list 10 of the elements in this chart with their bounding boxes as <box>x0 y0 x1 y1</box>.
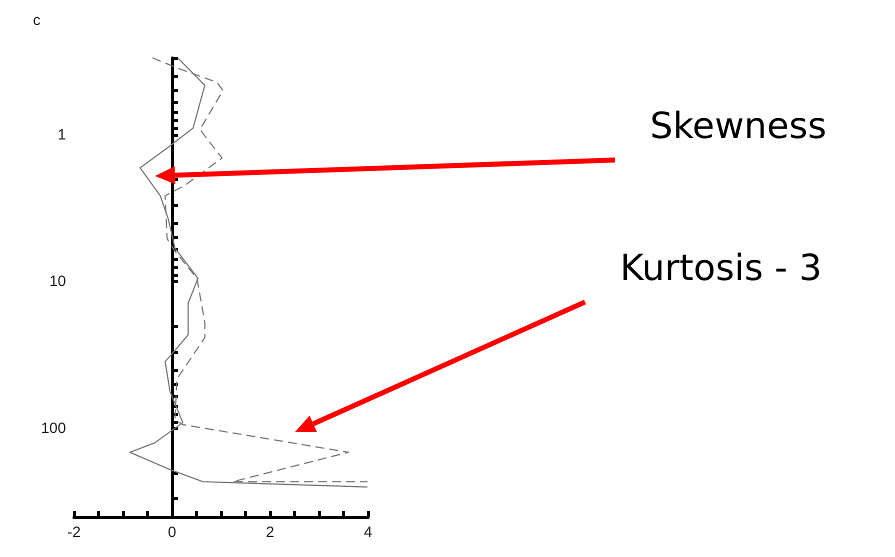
y-tick-label: 100 <box>40 420 66 438</box>
y-tick-label: 10 <box>49 273 66 290</box>
text: Kurtosis - 3 <box>620 248 822 289</box>
x-tick-label: 2 <box>266 524 274 541</box>
x-tick-label: 4 <box>364 524 372 541</box>
y-tick-label: 1 <box>58 126 66 144</box>
text: Skewness <box>650 106 826 147</box>
chart-title: c <box>33 12 41 29</box>
x-tick-label: 0 <box>168 524 176 541</box>
x-tick-label: -2 <box>67 524 81 541</box>
